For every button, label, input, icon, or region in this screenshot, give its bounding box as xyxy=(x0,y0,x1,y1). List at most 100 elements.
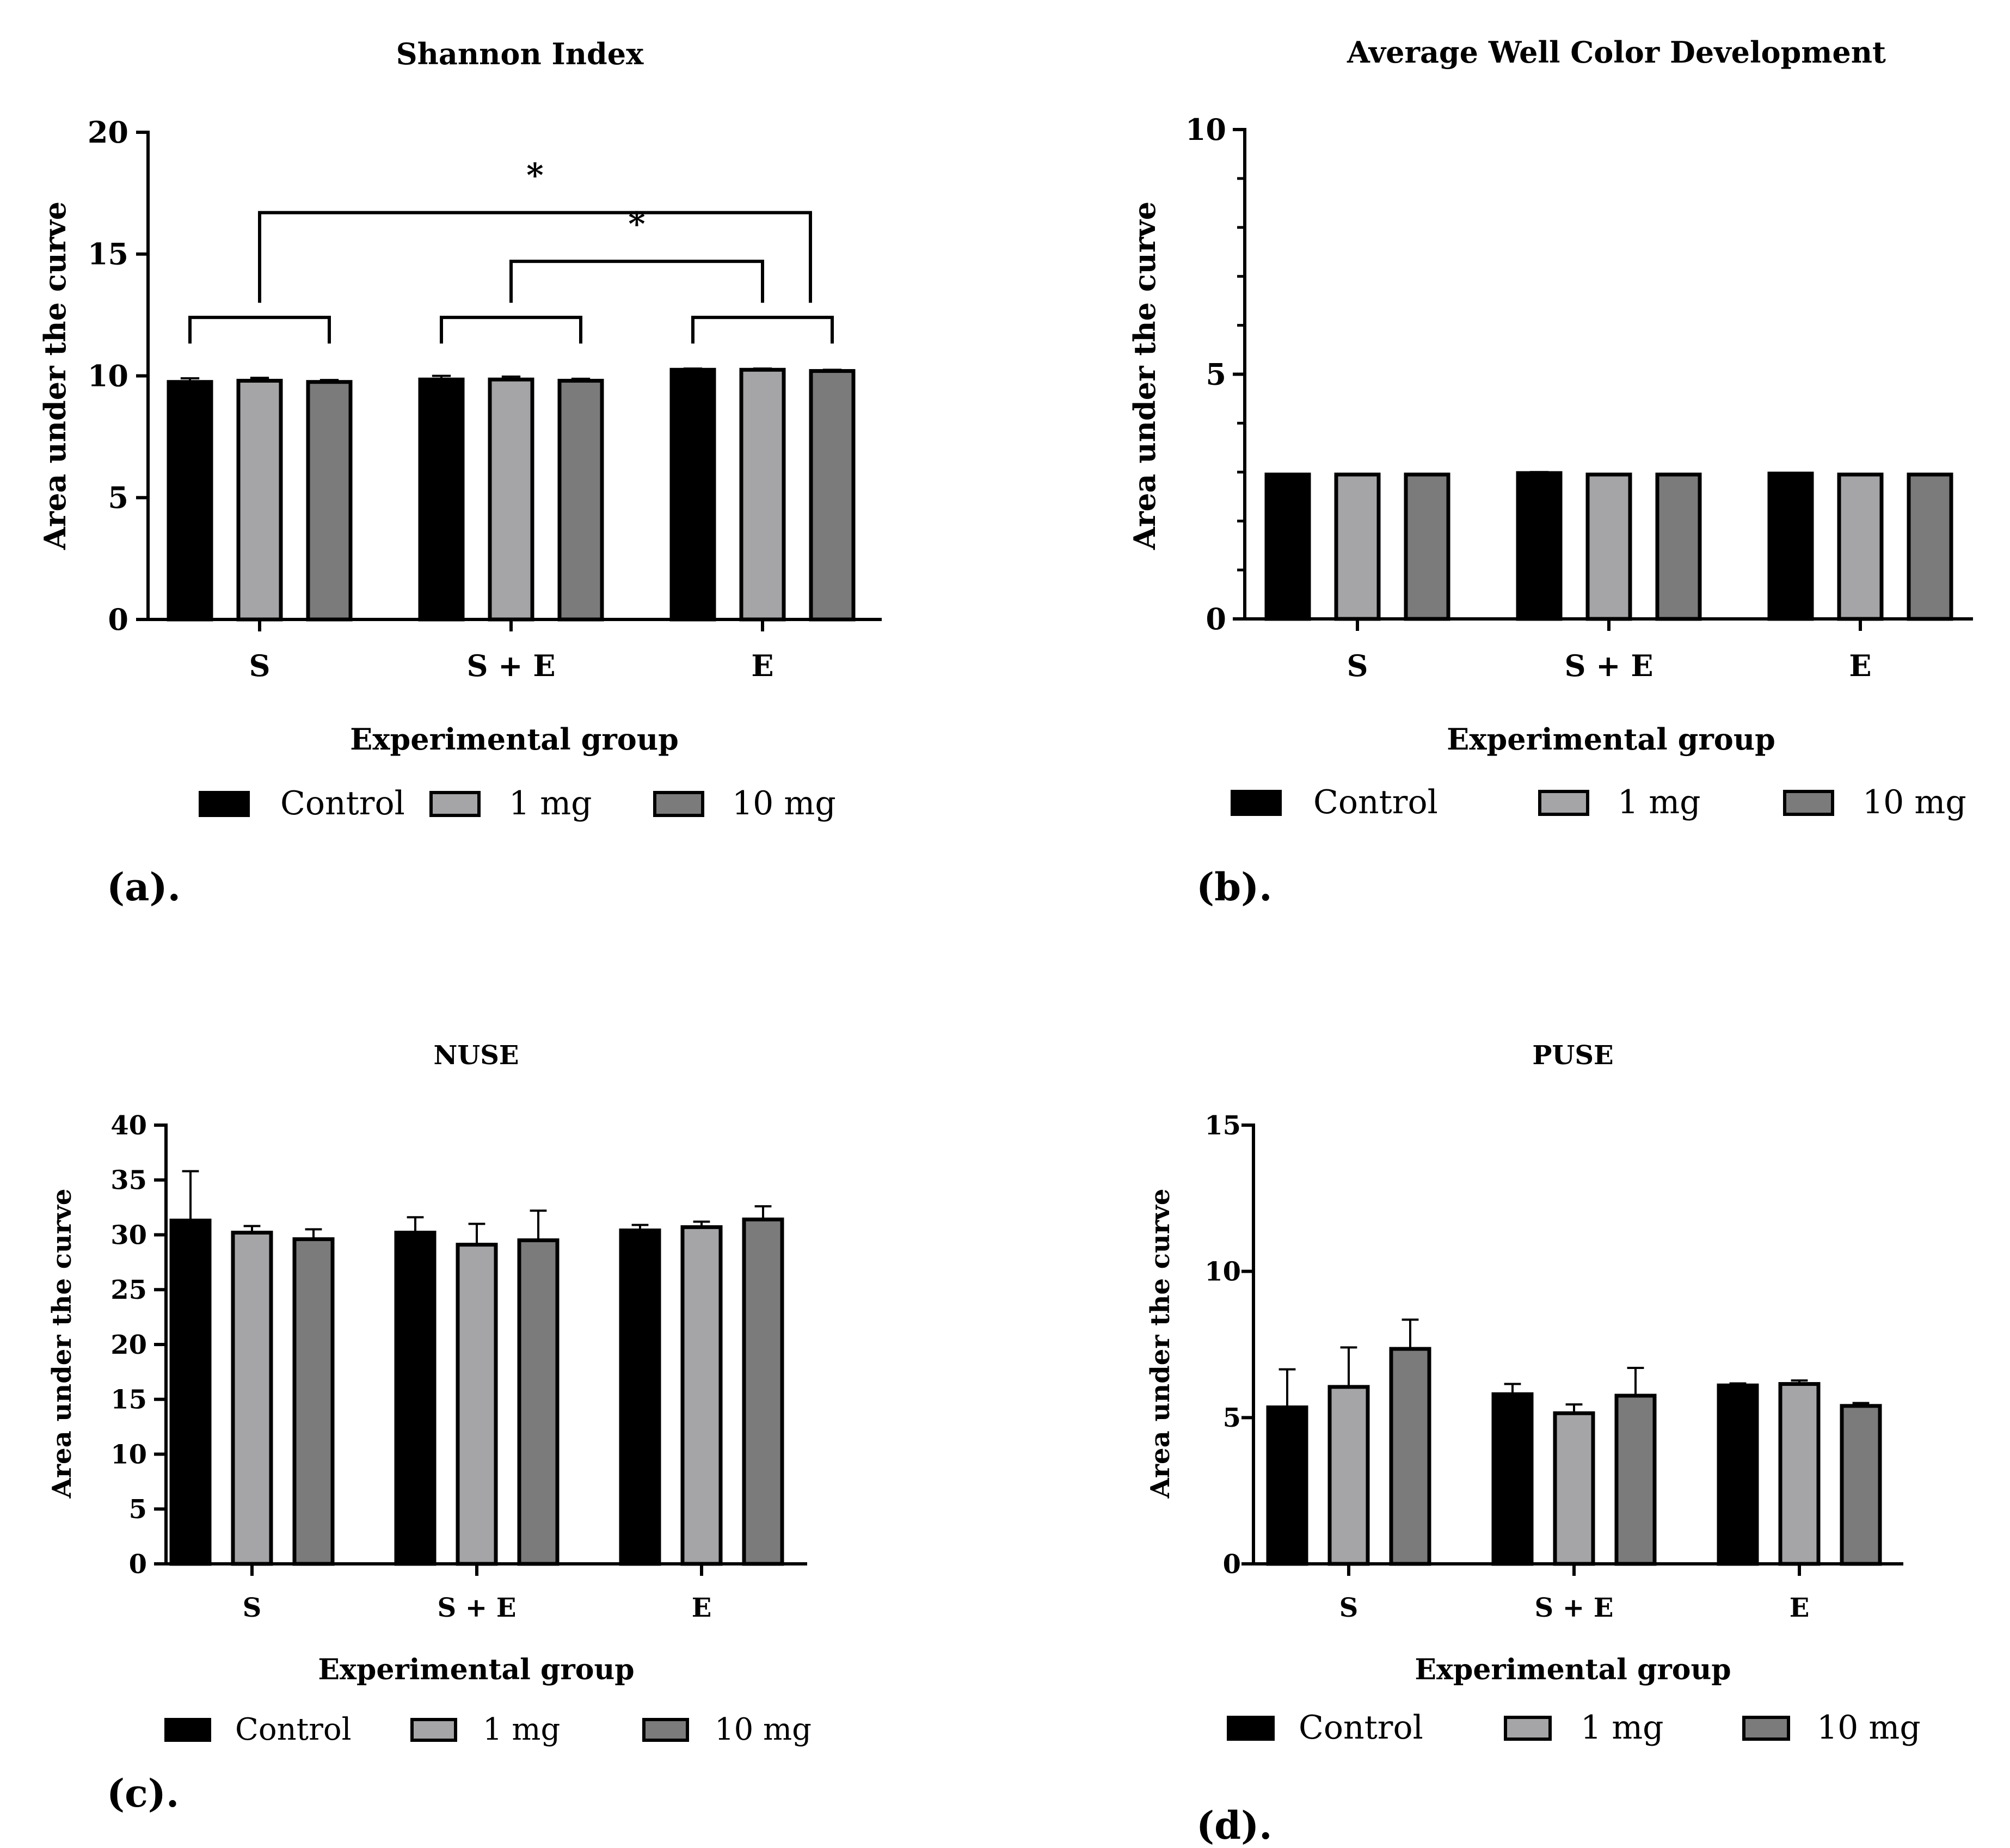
chart4-bar xyxy=(1491,1392,1534,1566)
chart2-legend-label: 10 mg xyxy=(1863,783,1966,821)
chart4-y-axis-label: Area under the curve xyxy=(1145,1189,1176,1499)
chart4-legend-swatch xyxy=(1742,1716,1790,1741)
chart3-bar xyxy=(231,1230,273,1566)
chart3-y-tick-label: 5 xyxy=(129,1494,147,1525)
chart4-x-tick-label: E xyxy=(1790,1593,1810,1623)
chart2-bar xyxy=(1767,471,1814,621)
chart4-y-tick-label: 15 xyxy=(1204,1110,1241,1141)
chart3-y-tick-label: 0 xyxy=(129,1549,147,1580)
chart1-bar xyxy=(167,380,213,622)
chart2-title: Average Well Color Development xyxy=(1347,35,1886,70)
chart1-bar xyxy=(669,367,716,622)
chart4-bar xyxy=(1778,1382,1821,1566)
chart4-x-tick-label: S xyxy=(1339,1593,1359,1623)
chart2-bar xyxy=(1837,472,1884,621)
chart1-bar xyxy=(809,369,856,622)
chart3-y-tick-label: 15 xyxy=(110,1385,147,1415)
chart1-significance-star: * xyxy=(526,157,543,195)
chart1-y-axis-label: Area under the curve xyxy=(38,201,72,550)
chart2-bar xyxy=(1655,472,1702,621)
chart2-y-axis-label: Area under the curve xyxy=(1127,201,1162,550)
panel-label-b: (b). xyxy=(1196,864,1273,910)
chart4-legend-swatch xyxy=(1504,1716,1552,1741)
chart2-bar xyxy=(1264,472,1311,621)
chart1-x-tick-label: E xyxy=(751,648,773,683)
chart4-y-tick-label: 10 xyxy=(1204,1256,1241,1287)
chart2-x-tick-label: E xyxy=(1849,648,1871,683)
chart1-legend-swatch xyxy=(199,791,250,817)
chart3-legend-swatch xyxy=(164,1718,211,1742)
chart1-legend-label: 1 mg xyxy=(509,784,592,822)
chart3-y-tick-label: 25 xyxy=(110,1275,147,1305)
chart4-title: PUSE xyxy=(1532,1040,1613,1071)
chart2-bar xyxy=(1516,471,1563,621)
chart3-x-tick-label: S + E xyxy=(438,1593,517,1623)
chart3-legend-swatch xyxy=(410,1718,457,1742)
chart3-bar xyxy=(742,1217,784,1566)
chart3-bar xyxy=(394,1230,437,1566)
chart1-significance-star: * xyxy=(628,205,645,243)
chart2-legend-swatch xyxy=(1538,790,1589,816)
chart1-bar xyxy=(306,380,353,622)
chart3-y-tick-label: 35 xyxy=(110,1165,147,1196)
chart1-y-tick-label: 20 xyxy=(88,115,128,150)
chart2-legend-label: 1 mg xyxy=(1618,783,1701,821)
chart3-bar xyxy=(619,1228,661,1566)
chart1-x-tick-label: S + E xyxy=(466,648,555,683)
chart3-bar xyxy=(456,1243,498,1566)
chart3-x-axis-label: Experimental group xyxy=(318,1653,634,1686)
chart1-bracket xyxy=(188,316,331,344)
chart3-y-tick-label: 30 xyxy=(110,1220,147,1250)
chart3-y-tick-label: 40 xyxy=(110,1110,147,1141)
chart1-y-tick-label: 10 xyxy=(88,358,128,393)
chart2-x-tick-label: S + E xyxy=(1564,648,1653,683)
chart3-y-tick-label: 20 xyxy=(110,1330,147,1360)
chart1-bar xyxy=(418,377,465,622)
chart2-x-axis-label: Experimental group xyxy=(1447,722,1775,757)
chart3-bar xyxy=(517,1238,560,1566)
panel-label-d: (d). xyxy=(1196,1803,1273,1848)
panel-label-a: (a). xyxy=(107,864,181,910)
chart3-bar xyxy=(169,1218,212,1566)
chart1-bar xyxy=(557,378,604,622)
chart4-x-tick-label: S + E xyxy=(1535,1593,1614,1623)
chart1-legend-swatch xyxy=(653,791,704,817)
chart4-bar xyxy=(1327,1385,1370,1566)
chart1-bar xyxy=(739,367,786,622)
chart4-bar xyxy=(1266,1405,1308,1566)
chart2-x-tick-label: S xyxy=(1347,648,1368,683)
chart1-y-tick-label: 0 xyxy=(108,602,128,637)
chart3-legend-label: 1 mg xyxy=(483,1712,560,1747)
chart3-bar xyxy=(292,1237,335,1566)
chart1-bracket xyxy=(258,211,812,303)
chart4-y-tick-label: 0 xyxy=(1223,1549,1241,1580)
chart1-bar xyxy=(488,377,534,622)
chart2-legend-swatch xyxy=(1783,790,1834,816)
chart4-bar xyxy=(1717,1383,1759,1566)
chart1-x-axis-label: Experimental group xyxy=(350,722,679,757)
chart1-legend-label: 10 mg xyxy=(732,784,836,822)
chart1-bracket xyxy=(440,316,582,344)
chart4-legend-swatch xyxy=(1227,1716,1275,1741)
chart3-y-axis-label: Area under the curve xyxy=(47,1189,77,1499)
chart2-y-tick-label: 10 xyxy=(1185,112,1226,147)
chart2-bar xyxy=(1585,472,1632,621)
chart1-bar xyxy=(236,378,283,622)
chart2-legend-label: Control xyxy=(1313,783,1438,821)
chart1-legend-label: Control xyxy=(280,784,405,822)
chart3-y-tick-label: 10 xyxy=(110,1439,147,1470)
chart2-bar xyxy=(1334,472,1381,621)
chart2-y-tick-label: 0 xyxy=(1206,601,1226,636)
chart4-bar xyxy=(1614,1393,1657,1566)
chart2-y-tick-label: 5 xyxy=(1206,357,1226,391)
panel-label-c: (c). xyxy=(107,1771,180,1816)
chart4-legend-label: Control xyxy=(1299,1709,1423,1747)
chart4-legend-label: 1 mg xyxy=(1581,1709,1664,1747)
chart3-x-tick-label: S xyxy=(243,1593,262,1623)
chart1-y-tick-label: 5 xyxy=(108,480,128,515)
chart4-y-tick-label: 5 xyxy=(1223,1403,1241,1433)
chart1-bracket xyxy=(509,260,764,303)
chart2-bar xyxy=(1907,472,1953,621)
chart3-legend-label: Control xyxy=(235,1712,352,1747)
